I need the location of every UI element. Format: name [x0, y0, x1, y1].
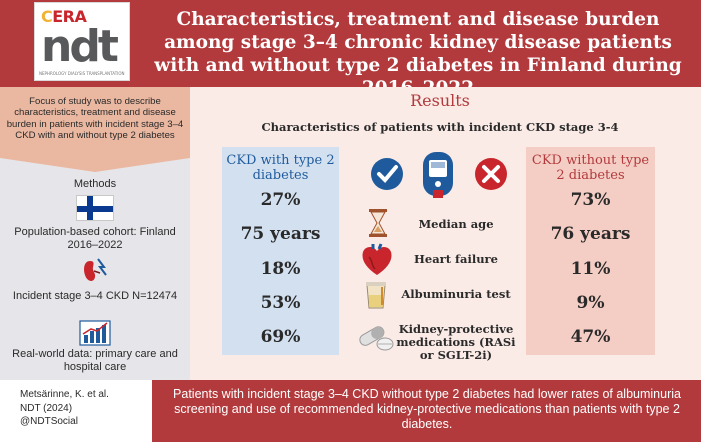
urine-cup-icon	[366, 282, 386, 309]
without-t2d-value: 76 years	[550, 224, 631, 244]
row-label-median-age: Median age	[418, 217, 494, 231]
methods-title: Methods	[73, 178, 117, 190]
with-t2d-value: 18%	[260, 259, 301, 279]
row-label-heart-failure: Heart failure	[414, 252, 498, 266]
citation-handle: @NDTSocial	[20, 416, 78, 427]
with-t2d-value: 75 years	[240, 224, 321, 244]
finland-flag-icon	[76, 195, 114, 221]
ndt-logo-text: ndt	[41, 21, 119, 72]
hourglass-icon	[369, 209, 387, 237]
focus-text: Focus of study was to describe character…	[6, 96, 184, 142]
heart-icon	[362, 243, 392, 275]
without-t2d-value: 11%	[570, 259, 611, 279]
check-icon	[371, 158, 403, 190]
glucose-meter-icon	[423, 152, 453, 198]
ndt-logo: CERA ndt NEPHROLOGY DIALYSIS TRANSPLANTA…	[34, 2, 130, 81]
row-label-kidney-protective-medications: Kidney-protective medications (RASi or S…	[396, 322, 516, 362]
ckd-text: Incident stage 3–4 CKD N=12474	[12, 290, 178, 302]
with-t2d-value: 53%	[260, 293, 301, 313]
without-t2d-column	[526, 147, 655, 355]
focus-box: Focus of study was to describe character…	[0, 87, 190, 158]
kidney-icon	[84, 258, 107, 281]
data-source-text: Real-world data: primary care and hospit…	[12, 348, 178, 373]
with-t2d-column	[222, 147, 339, 355]
row-label-albuminuria-test: Albuminuria test	[401, 287, 511, 301]
logo-tagline: NEPHROLOGY DIALYSIS TRANSPLANTATION	[39, 71, 125, 76]
with-t2d-header: CKD with type 2 diabetes	[226, 153, 335, 183]
down-arrow-shape	[0, 158, 190, 172]
bar-chart-icon	[79, 320, 111, 346]
citation-box	[0, 380, 152, 442]
results-subtitle: Characteristics of patients with inciden…	[261, 120, 619, 134]
without-t2d-value: 47%	[570, 327, 611, 347]
cohort-text: Population-based cohort: Finland 2016–20…	[14, 226, 176, 251]
without-t2d-value: 9%	[576, 293, 605, 313]
with-t2d-value: 69%	[260, 327, 301, 347]
citation-authors: Metsärinne, K. et al.	[20, 389, 109, 400]
pills-icon	[359, 326, 394, 351]
era-logo-text: CERA	[41, 7, 87, 26]
conclusion-banner	[152, 380, 701, 442]
citation: Metsärinne, K. et al. NDT (2024) @NDTSoc…	[20, 388, 109, 429]
without-t2d-header: CKD without type 2 diabetes	[531, 153, 650, 183]
without-t2d-value: 73%	[570, 190, 611, 210]
with-t2d-value: 27%	[260, 190, 301, 210]
results-title: Results	[410, 91, 470, 110]
conclusion-text: Patients with incident stage 3–4 CKD wit…	[173, 387, 681, 431]
cross-icon	[475, 158, 507, 190]
citation-journal: NDT (2024)	[20, 402, 73, 414]
